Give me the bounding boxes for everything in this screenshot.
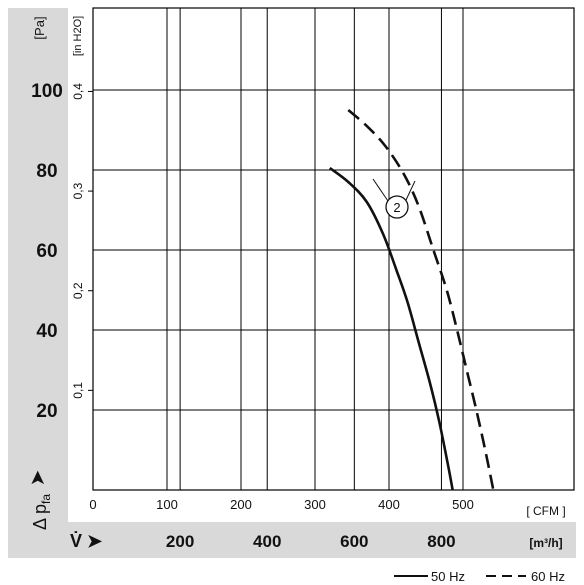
curve-50hz	[329, 166, 454, 491]
y-inh2o-tick-label: 0,4	[71, 83, 85, 100]
legend-label-50hz: 50 Hz	[431, 569, 465, 584]
curve-label: 2	[372, 178, 416, 219]
curve-label-leader-2	[372, 178, 389, 202]
grid	[88, 7, 575, 491]
y-pa-tick-label: 40	[36, 321, 57, 342]
x-m3h-tick-label: 400	[253, 532, 281, 551]
y-inh2o-tick-label: 0,1	[71, 382, 85, 399]
x-cfm-tick-label: 0	[89, 497, 96, 512]
legend-label-60hz: 60 Hz	[531, 569, 565, 584]
y-arrow-icon: ➤	[27, 470, 49, 487]
x-cfm-tick-label: 100	[156, 497, 178, 512]
curve-60hz	[347, 109, 495, 491]
x-cfm-unit-label: [ CFM ]	[526, 504, 565, 518]
x-m3h-unit-label: [m³/h]	[529, 536, 562, 550]
x-axis-symbol: V̇ ➤	[70, 530, 103, 551]
x-m3h-tick-label: 600	[340, 532, 368, 551]
y-pa-unit-label: [Pa]	[32, 16, 47, 39]
y-inh2o-tick-label: 0,2	[71, 282, 85, 299]
y-pa-tick-label: 80	[36, 161, 57, 182]
y-inh2o-ticks: 0,1 0,2 0,3 0,4	[71, 83, 85, 399]
x-cfm-tick-label: 400	[378, 497, 400, 512]
bottom-axis-band	[68, 522, 576, 558]
y-axis-symbol-sub: fa	[39, 494, 53, 504]
legend: 50 Hz 60 Hz	[394, 569, 565, 584]
y-pa-tick-label: 100	[31, 81, 63, 102]
y-pa-tick-label: 60	[36, 241, 57, 262]
y-inh2o-unit-label: [in H2O]	[72, 16, 84, 56]
x-cfm-tick-label: 300	[304, 497, 326, 512]
y-pa-ticks: 20 40 60 80 100	[31, 81, 63, 422]
curve-label-circle	[385, 195, 409, 219]
x-cfm-tick-label: 200	[230, 497, 252, 512]
x-cfm-tick-label: 500	[452, 497, 474, 512]
curves	[329, 109, 495, 491]
left-axis-band	[8, 8, 68, 558]
curve-label-text: 2	[393, 200, 400, 215]
curve-label-leader-1	[405, 180, 416, 201]
y-pa-tick-label: 20	[36, 401, 57, 422]
y-axis-symbol: Δ pfa	[30, 494, 53, 530]
y-inh2o-tick-label: 0,3	[71, 182, 85, 199]
plot-frame	[92, 7, 575, 491]
x-cfm-ticks: 0 100 200 300 400 500	[89, 497, 473, 512]
x-m3h-tick-label: 200	[166, 532, 194, 551]
x-m3h-ticks: 200 400 600 800	[166, 532, 456, 551]
x-m3h-tick-label: 800	[427, 532, 455, 551]
